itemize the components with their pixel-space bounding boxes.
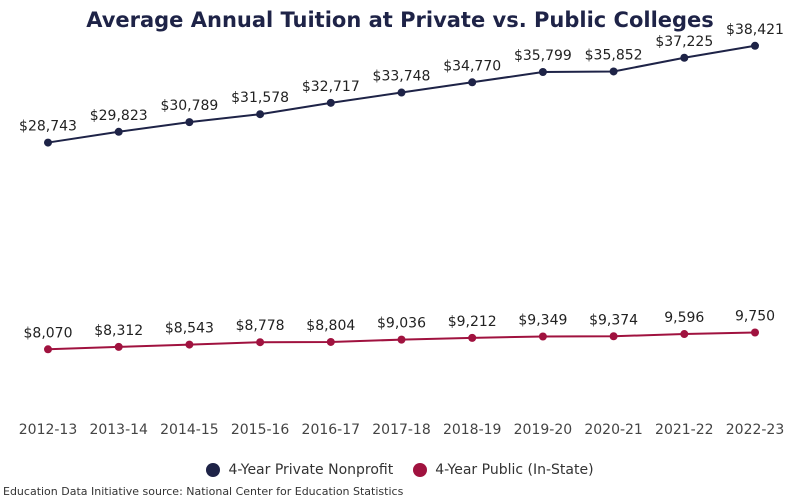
x-tick-label: 2017-18 [372, 422, 431, 438]
data-point[interactable] [256, 110, 265, 119]
data-label: $30,789 [160, 98, 218, 114]
data-label: $8,543 [165, 321, 214, 337]
data-point[interactable] [326, 98, 335, 107]
x-tick-label: 2020-21 [584, 422, 643, 438]
data-point[interactable] [397, 88, 406, 97]
x-tick-label: 2018-19 [443, 422, 502, 438]
data-label: $9,036 [377, 316, 426, 332]
x-tick-label: 2015-16 [231, 422, 290, 438]
data-point[interactable] [680, 53, 689, 62]
legend-swatch-public [413, 463, 428, 477]
x-tick-label: 2022-23 [726, 422, 785, 438]
legend-label-private: 4-Year Private Nonprofit [228, 462, 394, 478]
source-note: Education Data Initiative source: Nation… [3, 485, 404, 498]
x-tick-label: 2021-22 [655, 422, 714, 438]
legend-swatch-private [206, 463, 221, 477]
data-label: $9,374 [589, 312, 638, 328]
data-label: $8,804 [306, 318, 355, 334]
data-point[interactable] [751, 328, 759, 337]
data-label: $38,421 [726, 22, 784, 38]
data-label: $28,743 [19, 119, 77, 135]
data-point[interactable] [538, 332, 547, 341]
data-point[interactable] [397, 335, 406, 344]
data-point[interactable] [751, 41, 759, 50]
legend: 4-Year Private Nonprofit 4-Year Public (… [0, 462, 800, 478]
data-point[interactable] [114, 127, 123, 136]
data-label: $35,799 [514, 48, 572, 64]
x-tick-label: 2014-15 [160, 422, 219, 438]
x-tick-label: 2019-20 [514, 422, 573, 438]
x-tick-label: 2012-13 [19, 422, 78, 438]
data-point[interactable] [256, 338, 265, 347]
data-point[interactable] [468, 78, 477, 87]
data-point[interactable] [538, 68, 547, 77]
x-tick-label: 2016-17 [302, 422, 361, 438]
data-label: 9,750 [735, 309, 775, 325]
data-point[interactable] [468, 333, 477, 342]
data-point[interactable] [609, 67, 618, 76]
data-point[interactable] [44, 138, 52, 147]
data-label: $9,212 [448, 314, 497, 330]
line-chart: 2012-13 2013-14 2014-15 2015-16 2016-17 2017-… [19, 22, 785, 438]
data-point[interactable] [114, 342, 123, 351]
data-point[interactable] [44, 345, 52, 354]
data-label: $33,748 [373, 69, 431, 85]
data-label: $35,852 [585, 47, 643, 63]
data-label: $8,312 [94, 323, 143, 339]
data-point[interactable] [326, 337, 335, 346]
data-label: $29,823 [90, 108, 148, 124]
data-point[interactable] [609, 332, 618, 341]
legend-item-public[interactable]: 4-Year Public (In-State) [413, 462, 594, 478]
data-label: $31,578 [231, 90, 289, 106]
data-point[interactable] [185, 340, 194, 349]
data-label: $9,349 [518, 313, 567, 329]
data-label: $8,070 [24, 325, 73, 341]
legend-item-private[interactable]: 4-Year Private Nonprofit [206, 462, 393, 478]
data-label: $8,778 [236, 318, 285, 334]
legend-label-public: 4-Year Public (In-State) [435, 462, 594, 478]
data-label: $32,717 [302, 79, 360, 95]
data-point[interactable] [680, 330, 689, 339]
x-tick-label: 2013-14 [89, 422, 148, 438]
chart-title: Average Annual Tuition at Private vs. Pu… [86, 8, 714, 32]
data-point[interactable] [185, 118, 194, 127]
data-label: $37,225 [655, 34, 713, 50]
data-label: 9,596 [664, 310, 704, 326]
data-label: $34,770 [443, 58, 501, 74]
